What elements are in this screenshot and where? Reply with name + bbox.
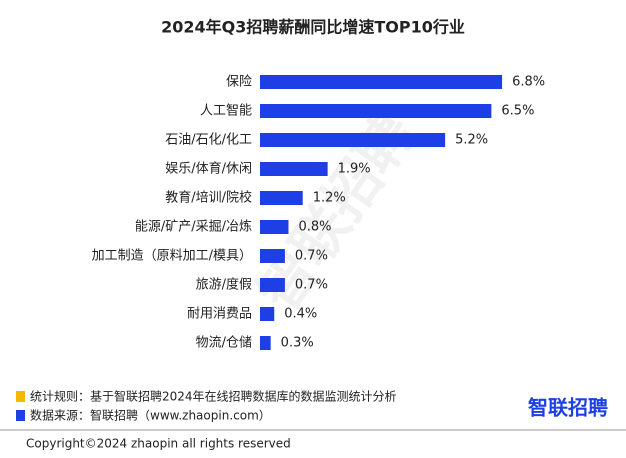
bar	[260, 307, 275, 321]
bar	[260, 104, 492, 118]
bar	[260, 220, 289, 234]
category-label: 保险	[226, 75, 252, 90]
logo: 智联招聘	[528, 396, 608, 420]
bar	[260, 162, 328, 176]
value-label: 1.2%	[313, 191, 346, 206]
value-label: 6.5%	[501, 104, 534, 119]
bar	[260, 336, 271, 350]
category-label: 娱乐/体育/休闲	[165, 161, 252, 177]
chart-title: 2024年Q3招聘薪酬同比增速TOP10行业	[161, 18, 465, 37]
copyright: Copyright©2024 zhaopin all rights reserv…	[26, 437, 291, 451]
note-marker	[16, 410, 25, 421]
category-label: 耐用消费品	[187, 307, 252, 322]
category-label: 物流/仓储	[196, 336, 252, 351]
value-label: 0.8%	[298, 220, 331, 235]
value-label: 5.2%	[455, 133, 488, 148]
value-label: 0.4%	[284, 307, 317, 322]
value-label: 0.7%	[295, 278, 328, 293]
note: 数据来源：智联招聘（www.zhaopin.com）	[30, 408, 271, 423]
bar	[260, 133, 446, 147]
value-label: 1.9%	[338, 162, 371, 177]
category-label: 教育/培训/院校	[165, 190, 252, 206]
bar	[260, 278, 285, 292]
bar	[260, 249, 285, 263]
category-label: 人工智能	[200, 104, 252, 119]
value-label: 6.8%	[512, 75, 545, 90]
category-label: 加工制造（原料加工/模具）	[92, 249, 252, 264]
category-label: 石油/石化/化工	[165, 133, 252, 148]
value-label: 0.7%	[295, 249, 328, 264]
note: 统计规则：基于智联招聘2024年在线招聘数据库的数据监测统计分析	[30, 389, 397, 404]
bar	[260, 75, 503, 89]
note-marker	[16, 391, 25, 402]
bar	[260, 191, 303, 205]
category-label: 旅游/度假	[196, 277, 252, 293]
value-label: 0.3%	[281, 336, 314, 351]
category-label: 能源/矿产/采掘/冶炼	[135, 220, 252, 235]
